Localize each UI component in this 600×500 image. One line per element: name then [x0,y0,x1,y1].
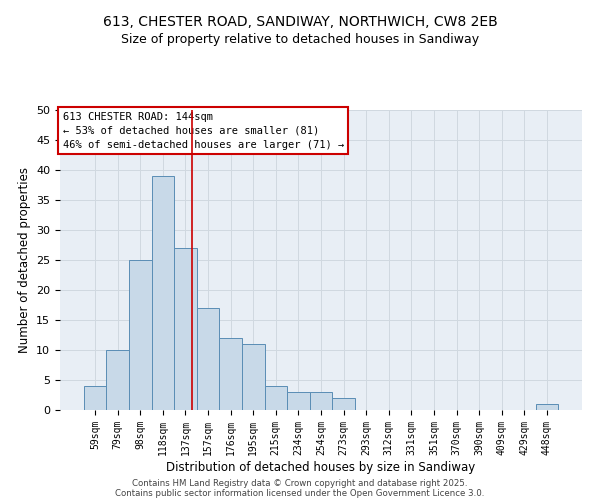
Bar [332,398,355,410]
Bar [265,386,287,410]
Bar [106,350,129,410]
Bar [310,392,332,410]
Text: Contains HM Land Registry data © Crown copyright and database right 2025.: Contains HM Land Registry data © Crown c… [132,478,468,488]
Bar [129,260,152,410]
Bar [242,344,265,410]
Bar [536,404,558,410]
Bar [174,248,197,410]
X-axis label: Distribution of detached houses by size in Sandiway: Distribution of detached houses by size … [166,460,476,473]
Bar [197,308,220,410]
Text: 613, CHESTER ROAD, SANDIWAY, NORTHWICH, CW8 2EB: 613, CHESTER ROAD, SANDIWAY, NORTHWICH, … [103,15,497,29]
Text: 613 CHESTER ROAD: 144sqm
← 53% of detached houses are smaller (81)
46% of semi-d: 613 CHESTER ROAD: 144sqm ← 53% of detach… [62,112,344,150]
Bar [152,176,174,410]
Bar [287,392,310,410]
Text: Contains public sector information licensed under the Open Government Licence 3.: Contains public sector information licen… [115,488,485,498]
Bar [220,338,242,410]
Text: Size of property relative to detached houses in Sandiway: Size of property relative to detached ho… [121,32,479,46]
Bar [84,386,106,410]
Y-axis label: Number of detached properties: Number of detached properties [17,167,31,353]
